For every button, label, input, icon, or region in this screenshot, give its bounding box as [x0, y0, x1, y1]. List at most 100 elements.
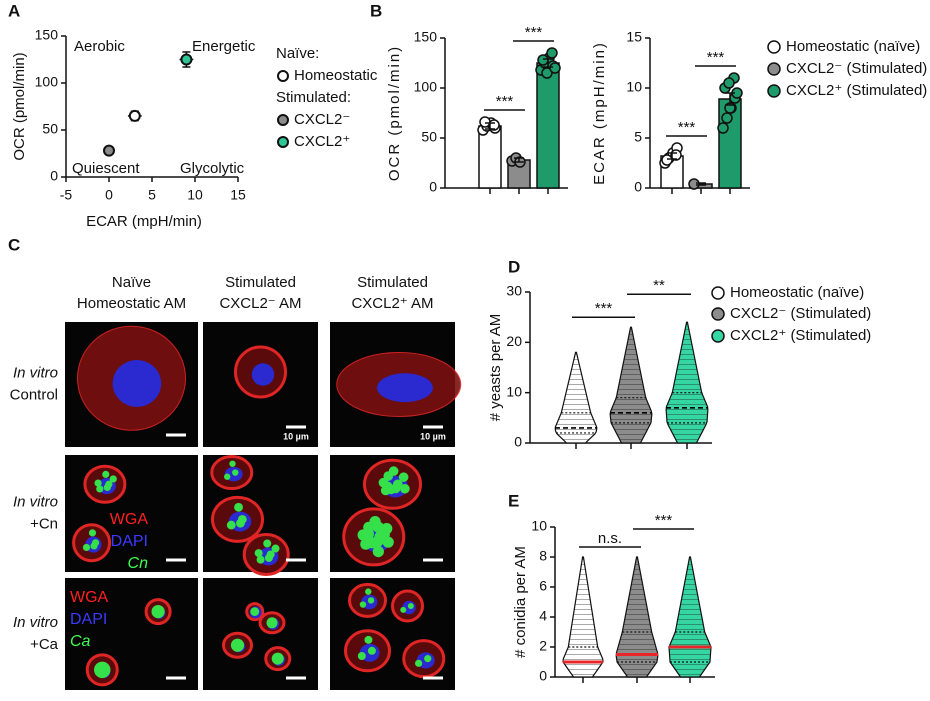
legend-marker — [277, 114, 289, 126]
y-tick-label: 5 — [634, 129, 642, 145]
legend-marker — [767, 40, 781, 54]
legend-group: Stimulated: — [276, 89, 351, 106]
fungal-cell — [96, 485, 104, 493]
fungal-cell — [383, 471, 394, 481]
legend-label: CXCL2⁺ — [294, 133, 350, 150]
scale-bar-label: 10 µm — [420, 431, 446, 441]
row-label: In vitro — [13, 614, 58, 631]
violin-body — [615, 556, 659, 678]
fungal-cell — [88, 529, 97, 537]
data-point — [549, 62, 561, 74]
panel-letter: E — [508, 491, 519, 510]
y-tick-label: 0 — [50, 168, 58, 184]
cell-nucleus — [251, 363, 275, 386]
x-tick-label: 5 — [148, 187, 156, 203]
cell-nucleus — [377, 373, 433, 403]
y-tick-label: 8 — [539, 548, 547, 564]
data-point — [541, 67, 553, 79]
fungal-cell — [263, 539, 272, 548]
significance-label: *** — [707, 49, 725, 66]
fungal-cell — [236, 518, 245, 528]
x-tick-label: 10 — [187, 187, 203, 203]
fungal-cell — [226, 520, 236, 530]
legend-marker — [767, 62, 781, 76]
legend-group: Naïve: — [276, 45, 319, 62]
y-tick-label: 30 — [506, 283, 522, 299]
cell-nucleus — [112, 360, 162, 407]
fungal-cell — [93, 661, 111, 679]
row-label: In vitro — [13, 493, 58, 510]
point — [180, 53, 193, 66]
y-tick-label: 0 — [539, 668, 547, 684]
y-tick-label: 100 — [35, 74, 59, 90]
legend-label: CXCL2⁻ (Stimulated) — [786, 60, 927, 77]
violin-body — [562, 556, 604, 678]
stain-label: DAPI — [111, 533, 148, 550]
legend-label: CXCL2⁻ — [294, 111, 350, 128]
violin-body — [668, 556, 712, 678]
data-point — [537, 54, 549, 66]
data-point — [661, 154, 673, 166]
legend-label: CXCL2⁻ (Stimulated) — [730, 305, 871, 322]
y-axis-label: OCR (pmol/min) — [11, 52, 28, 160]
violin-body — [609, 326, 653, 444]
fungal-cell — [407, 603, 414, 609]
data-point — [721, 112, 733, 124]
y-tick-label: 4 — [539, 608, 547, 624]
y-tick-label: 0 — [429, 179, 437, 195]
legend-marker — [711, 307, 725, 321]
stain-label: WGA — [70, 589, 109, 606]
row-label: +Cn — [30, 515, 58, 532]
fungal-cell — [372, 545, 384, 558]
y-tick-label: 50 — [42, 121, 58, 137]
x-tick-label: 15 — [230, 187, 246, 203]
stain-label: DAPI — [70, 611, 107, 628]
fungal-cell — [254, 549, 263, 558]
fungal-cell — [250, 607, 260, 616]
fungal-cell — [372, 521, 384, 533]
panel-letter: C — [8, 235, 20, 254]
y-tick-label: 150 — [414, 29, 438, 45]
row-label: +Ca — [30, 636, 59, 653]
y-tick-label: 2 — [539, 638, 547, 654]
panel-letter: B — [370, 1, 382, 20]
fungal-cell — [398, 472, 409, 482]
y-tick-label: 10 — [506, 383, 522, 399]
legend-marker — [767, 84, 781, 98]
data-point — [723, 77, 735, 89]
bar — [536, 62, 560, 189]
fungal-cell — [378, 528, 390, 541]
fungal-cell — [400, 483, 410, 494]
fungal-cell — [90, 542, 98, 550]
y-tick-label: 100 — [414, 79, 438, 95]
fungal-cell — [82, 543, 91, 552]
x-tick-label: -5 — [60, 187, 73, 203]
significance-label: *** — [595, 300, 613, 317]
fungal-cell — [264, 553, 273, 562]
y-axis-label: ECAR (mpH/min) — [591, 41, 608, 185]
y-tick-label: 20 — [506, 333, 522, 349]
fungal-cell — [359, 601, 367, 608]
fungal-cell — [382, 481, 393, 492]
significance-label: n.s. — [598, 530, 622, 547]
row-label: In vitro — [13, 364, 58, 381]
fungal-cell — [230, 638, 245, 652]
fungal-cell — [424, 655, 432, 663]
quadrant-annotation: Quiescent — [72, 160, 140, 177]
fungal-cell — [365, 588, 372, 595]
stain-label: Ca — [70, 633, 91, 650]
fungal-cell — [362, 528, 375, 540]
fungal-cell — [229, 460, 236, 467]
column-header: Stimulated — [225, 274, 296, 291]
violin-body — [665, 321, 709, 444]
fungal-cell — [357, 652, 366, 661]
x-axis-label: ECAR (mpH/min) — [86, 213, 202, 230]
column-header: CXCL2⁻ AM — [219, 295, 301, 312]
scale-bar-label: 10 µm — [283, 431, 309, 441]
quadrant-annotation: Energetic — [192, 38, 256, 55]
fungal-cell — [367, 597, 375, 604]
fungal-cell — [103, 483, 111, 491]
y-axis-label: OCR (pmol/min) — [386, 45, 403, 181]
column-header: Stimulated — [357, 274, 428, 291]
